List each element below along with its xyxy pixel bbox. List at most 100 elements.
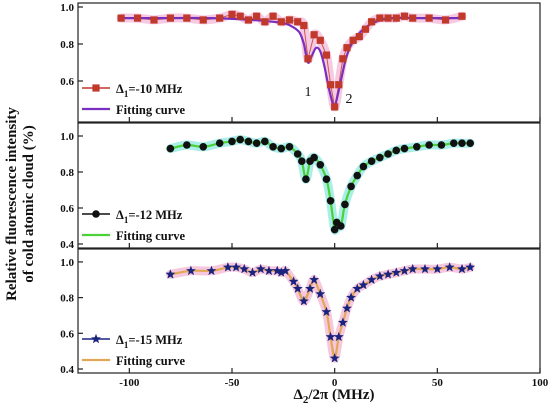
data-point (166, 144, 175, 153)
y-tick-label: 0.8 (60, 39, 74, 51)
data-point (383, 269, 393, 279)
data-point (329, 353, 340, 363)
data-point (458, 12, 466, 20)
data-point (322, 51, 331, 59)
data-point (117, 14, 125, 22)
panels: 0.6 0.8 1.0 1 2 Δ1=-10 MHz Fitting curve 0.4 0.6… (60, 2, 549, 389)
legend-series-label: Δ1=-10 MHz (116, 82, 183, 99)
data-point (272, 265, 283, 276)
data-point (277, 144, 286, 153)
data-point (133, 14, 142, 22)
data-point (183, 141, 191, 149)
data-line (170, 139, 471, 230)
data-point (236, 12, 244, 20)
fit-curve (170, 138, 471, 232)
data-point (449, 139, 458, 147)
data-point (384, 14, 392, 22)
data-point (349, 36, 357, 44)
x-axis-label-sub: 2 (303, 394, 309, 406)
data-point (261, 137, 269, 146)
data-point (253, 12, 261, 20)
data-point (376, 153, 384, 162)
data-point (277, 18, 285, 26)
y-axis-label-line2: of cold atomic cloud (%) (21, 125, 37, 282)
data-point (342, 303, 352, 313)
data-point (376, 14, 384, 22)
panel-p15: 0.4 0.6 0.8 1.0 Δ1=-15 MHz Fitting curve (60, 248, 541, 376)
data-point (367, 157, 376, 165)
data-point (352, 283, 363, 293)
data-point (310, 153, 318, 162)
y-tick-label: 0.6 (60, 203, 74, 215)
data-point (288, 276, 299, 286)
data-point (325, 331, 336, 342)
data-point (432, 263, 443, 274)
data-point (199, 143, 208, 151)
data-point (425, 141, 433, 149)
data-point (293, 150, 302, 158)
data-point (425, 14, 433, 22)
data-point (269, 143, 277, 151)
data-point (298, 157, 306, 165)
legend-marker (92, 84, 100, 92)
data-point (335, 81, 343, 89)
y-tick-label: 0.8 (60, 293, 74, 305)
data-point (337, 222, 345, 230)
data-point (244, 16, 253, 24)
data-point (252, 139, 261, 147)
y-tick-label: 0.4 (60, 364, 74, 376)
data-point (280, 265, 291, 276)
data-point (330, 225, 339, 234)
data-point (183, 14, 191, 22)
data-point (292, 283, 303, 293)
data-point (236, 135, 245, 144)
data-point (400, 144, 409, 153)
data-point (206, 265, 217, 276)
data-point (199, 16, 207, 24)
data-point (353, 171, 362, 180)
data-point (228, 137, 236, 146)
data-point (392, 14, 400, 22)
data-point (165, 269, 176, 279)
data-point (215, 139, 224, 147)
fit-curve (170, 265, 471, 360)
data-point (465, 262, 476, 272)
y-tick-label: 0.6 (60, 76, 74, 88)
data-point (261, 18, 269, 26)
data-point (400, 12, 409, 20)
data-line (170, 266, 471, 359)
x-tick-label: 0 (332, 377, 338, 389)
data-point (413, 143, 421, 151)
x-tick-label: 100 (532, 377, 549, 389)
data-point (337, 317, 348, 327)
data-point (420, 263, 430, 274)
data-point (326, 197, 335, 205)
data-point (333, 331, 344, 342)
data-point (391, 267, 402, 277)
y-tick-label: 1.0 (60, 257, 74, 269)
x-tick-label: -50 (225, 377, 240, 389)
data-point (347, 182, 355, 191)
y-tick-label: 1.0 (60, 131, 74, 143)
data-point (255, 263, 266, 274)
peak-annotation: 1 (304, 85, 311, 100)
panel-p12: 0.4 0.6 0.8 1.0 Δ1=-12 MHz Fitting curve (60, 122, 541, 251)
data-point (341, 200, 349, 209)
x-axis-label-main: Δ (293, 387, 303, 403)
legend-fit-label: Fitting curve (116, 354, 186, 368)
data-point (361, 25, 370, 33)
x-tick-label: 50 (432, 377, 444, 389)
legend-marker (92, 210, 100, 218)
y-tick-label: 0.6 (60, 328, 74, 340)
data-point (305, 283, 315, 293)
x-tick-label: -100 (119, 377, 140, 389)
plot-frame (77, 2, 541, 123)
data-point (222, 262, 233, 272)
data-point (228, 10, 236, 18)
data-point (294, 18, 302, 26)
data-point (384, 150, 392, 158)
data-point (302, 175, 310, 183)
data-point (322, 175, 331, 183)
y-tick-label: 0.8 (60, 167, 74, 179)
